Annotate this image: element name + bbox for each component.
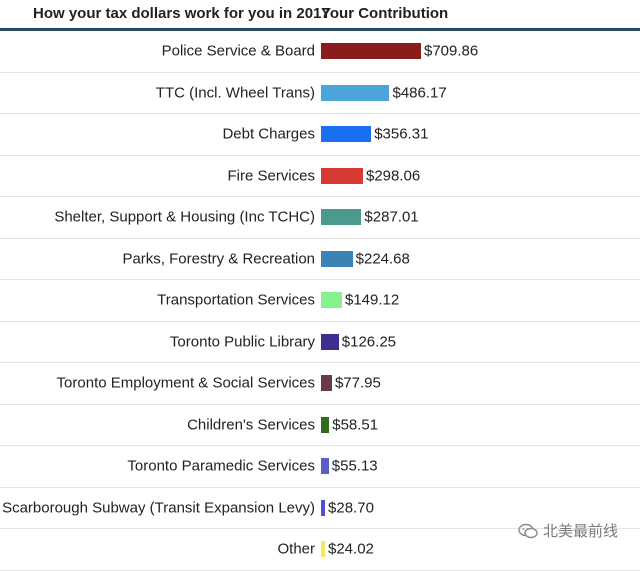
bar [321,458,329,475]
bar [321,499,326,516]
bar-row: Fire Services $298.06 [0,156,640,197]
value-label: $356.31 [374,125,429,143]
chart-header: How your tax dollars work for you in 201… [0,0,640,28]
category-label: Other [277,540,315,558]
bar [321,375,332,392]
wechat-icon [518,523,538,539]
bar [321,416,330,433]
value-label: $486.17 [392,84,447,102]
bar-row: Scarborough Subway (Transit Expansion Le… [0,488,640,529]
bar [321,84,390,101]
category-label: Shelter, Support & Housing (Inc TCHC) [54,208,315,226]
bar [321,209,362,226]
bar [321,126,372,143]
value-label: $28.70 [328,499,374,517]
bar [321,292,342,309]
category-label: Toronto Paramedic Services [127,457,315,475]
bar-row: Toronto Paramedic Services $55.13 [0,446,640,488]
value-label: $224.68 [355,250,410,268]
value-label: $287.01 [364,208,419,226]
category-label: Toronto Public Library [169,333,315,351]
value-label: $709.86 [424,42,479,60]
category-label: Children's Services [187,416,315,434]
bar-row: Transportation Services $149.12 [0,280,640,322]
category-label: Police Service & Board [161,42,315,60]
contribution-column-title: Your Contribution [321,5,449,22]
bar-row: Parks, Forestry & Recreation $224.68 [0,239,640,280]
category-label: TTC (Incl. Wheel Trans) [155,84,315,102]
bar [321,43,421,60]
bar [321,541,325,558]
watermark: 北美最前线 [518,520,618,541]
bar-row: Shelter, Support & Housing (Inc TCHC) $28… [0,197,640,239]
value-label: $55.13 [331,457,378,475]
category-label: Parks, Forestry & Recreation [122,250,315,268]
bar-row: Toronto Public Library $126.25 [0,322,640,363]
bar-row: Debt Charges $356.31 [0,114,640,156]
value-label: $24.02 [328,540,374,558]
value-label: $298.06 [365,167,421,185]
chart-title: How your tax dollars work for you in 201… [33,5,330,22]
watermark-text: 北美最前线 [542,523,618,540]
header-rule [0,28,640,31]
category-label: Transportation Services [157,291,315,309]
value-label: $58.51 [332,416,379,434]
value-label: $149.12 [345,291,400,309]
category-label: Scarborough Subway (Transit Expansion Le… [2,499,315,517]
bar [321,333,339,350]
bar-row: Police Service & Board $709.86 [0,31,640,73]
value-label: $126.25 [341,333,397,351]
category-label: Toronto Employment & Social Services [56,374,315,392]
category-label: Fire Services [227,167,315,185]
bar [321,167,363,184]
bar [321,250,353,267]
category-label: Debt Charges [222,125,315,143]
bar-row: Toronto Employment & Social Services $77.… [0,363,640,405]
bar-row: TTC (Incl. Wheel Trans) $486.17 [0,73,640,114]
value-label: $77.95 [334,374,381,392]
bar-row: Children's Services $58.51 [0,405,640,446]
